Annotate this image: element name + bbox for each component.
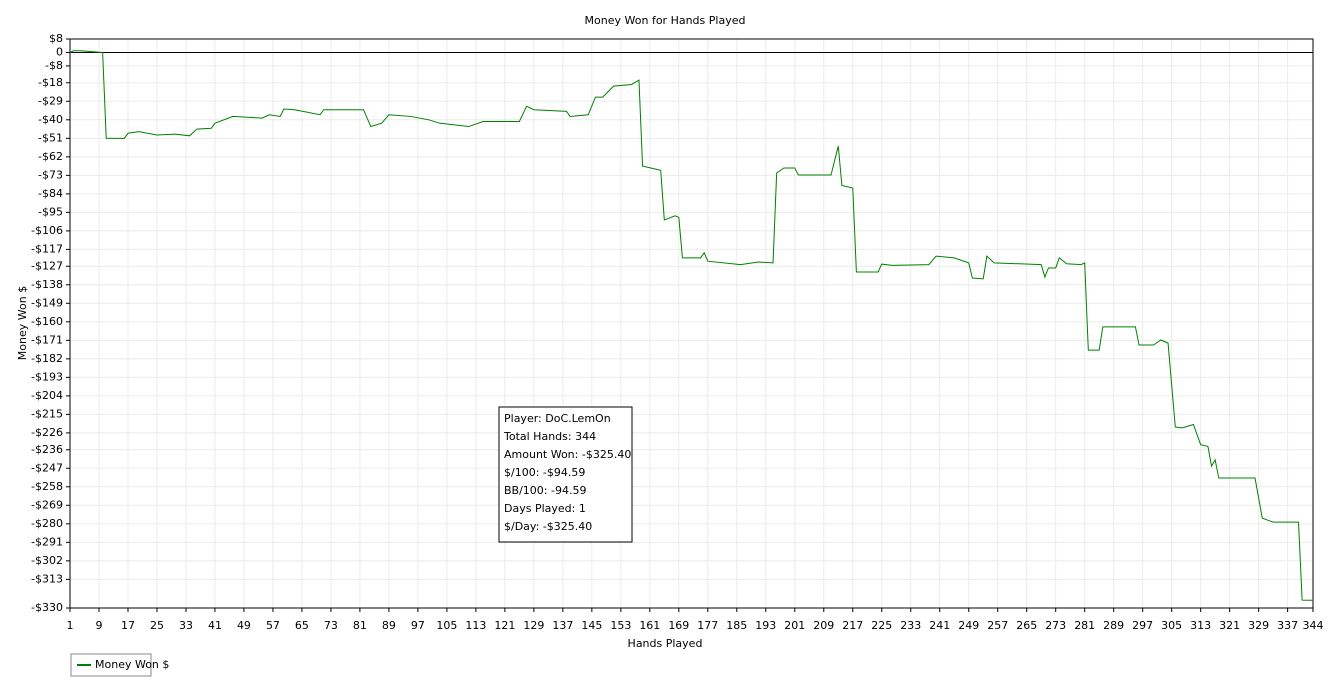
x-tick-label: 209 [813, 619, 834, 632]
y-tick-label: -$160 [31, 315, 63, 328]
annotation-text: Total Hands: 344 [503, 430, 596, 443]
y-tick-label: -$127 [31, 259, 63, 272]
chart-title: Money Won for Hands Played [585, 14, 746, 27]
y-tick-label: -$193 [31, 370, 63, 383]
y-tick-label: -$95 [38, 205, 63, 218]
x-tick-label: 169 [668, 619, 689, 632]
y-tick-label: -$313 [31, 572, 63, 585]
y-tick-label: -$204 [31, 389, 63, 402]
x-tick-label: 161 [639, 619, 660, 632]
x-tick-label: 273 [1045, 619, 1066, 632]
y-tick-label: -$149 [31, 296, 63, 309]
plot-border [69, 38, 1314, 609]
x-tick-label: 97 [411, 619, 425, 632]
x-tick-label: 73 [324, 619, 338, 632]
x-tick-label: 17 [121, 619, 135, 632]
y-tick-label: -$117 [31, 242, 63, 255]
x-tick-label: 217 [842, 619, 863, 632]
y-tick-label: -$171 [31, 333, 63, 346]
y-axis-label: Money Won $ [16, 286, 29, 360]
y-tick-label: -$182 [31, 352, 63, 365]
x-tick-label: 185 [726, 619, 747, 632]
y-tick-label: -$84 [38, 187, 63, 200]
x-tick-label: 289 [1103, 619, 1124, 632]
x-tick-label: 281 [1074, 619, 1095, 632]
x-tick-label: 89 [382, 619, 396, 632]
y-tick-label: -$18 [38, 76, 63, 89]
x-tick-label: 49 [237, 619, 251, 632]
y-tick-label: -$269 [31, 498, 63, 511]
y-tick-label: -$236 [31, 443, 63, 456]
annotation-text: Days Played: 1 [504, 502, 586, 515]
y-tick-label: -$62 [38, 150, 63, 163]
x-tick-label: 329 [1248, 619, 1269, 632]
y-tick-label: -$138 [31, 278, 63, 291]
x-tick-label: 177 [697, 619, 718, 632]
x-tick-label: 113 [465, 619, 486, 632]
x-tick-label: 193 [755, 619, 776, 632]
y-tick-label: -$106 [31, 224, 63, 237]
x-tick-label: 313 [1190, 619, 1211, 632]
legend-box [70, 653, 152, 677]
x-tick-label: 153 [610, 619, 631, 632]
annotation-box [498, 406, 633, 543]
x-tick-label: 297 [1132, 619, 1153, 632]
y-tick-label: -$280 [31, 517, 63, 530]
x-tick-label: 201 [784, 619, 805, 632]
annotation-text: $/Day: -$325.40 [504, 520, 592, 533]
data-line [69, 50, 1314, 601]
x-tick-label: 321 [1219, 619, 1240, 632]
x-tick-label: 145 [581, 619, 602, 632]
legend-label: Money Won $ [95, 658, 169, 671]
x-tick-label: 241 [929, 619, 950, 632]
y-tick-label: -$51 [38, 131, 63, 144]
x-tick-label: 305 [1161, 619, 1182, 632]
y-tick-label: -$330 [31, 601, 63, 614]
x-tick-label: 1 [67, 619, 74, 632]
x-tick-label: 105 [436, 619, 457, 632]
x-tick-label: 337 [1277, 619, 1298, 632]
x-tick-label: 137 [552, 619, 573, 632]
x-tick-label: 225 [871, 619, 892, 632]
y-tick-label: -$247 [31, 461, 63, 474]
x-tick-label: 25 [150, 619, 164, 632]
y-tick-label: 0 [56, 45, 63, 58]
x-tick-label: 344 [1303, 619, 1324, 632]
x-tick-label: 33 [179, 619, 193, 632]
x-tick-label: 65 [295, 619, 309, 632]
x-tick-label: 249 [958, 619, 979, 632]
annotation-text: $/100: -$94.59 [504, 466, 585, 479]
annotation-text: Amount Won: -$325.40 [504, 448, 631, 461]
x-tick-label: 265 [1016, 619, 1037, 632]
x-tick-label: 9 [95, 619, 102, 632]
annotation-text: BB/100: -94.59 [504, 484, 586, 497]
x-tick-label: 57 [266, 619, 280, 632]
x-tick-label: 129 [523, 619, 544, 632]
x-tick-label: 233 [900, 619, 921, 632]
x-tick-label: 121 [494, 619, 515, 632]
x-tick-label: 257 [987, 619, 1008, 632]
y-tick-label: -$40 [38, 113, 63, 126]
y-tick-label: -$302 [31, 554, 63, 567]
y-tick-label: -$215 [31, 407, 63, 420]
x-tick-label: 41 [208, 619, 222, 632]
y-tick-label: $8 [49, 32, 63, 45]
y-tick-label: -$29 [38, 94, 63, 107]
y-tick-label: -$8 [45, 59, 63, 72]
y-tick-label: -$226 [31, 426, 63, 439]
y-tick-label: -$73 [38, 168, 63, 181]
x-tick-label: 81 [353, 619, 367, 632]
plot-area [70, 39, 1313, 608]
y-tick-label: -$291 [31, 535, 63, 548]
x-axis-label: Hands Played [628, 637, 703, 650]
y-tick-label: -$258 [31, 480, 63, 493]
annotation-text: Player: DoC.LemOn [504, 412, 611, 425]
